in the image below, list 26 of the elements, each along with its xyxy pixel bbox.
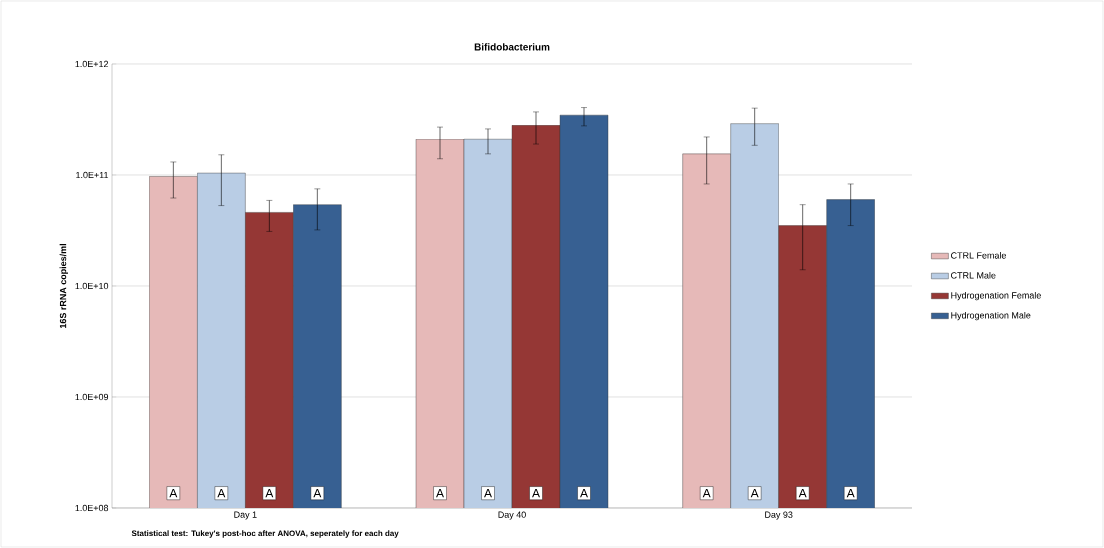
legend-label: Hydrogenation Male	[951, 311, 1031, 321]
y-tick-label: 1.0E+10	[75, 282, 109, 290]
data-label: A	[169, 489, 178, 498]
data-label: A	[313, 489, 322, 498]
data-label: A	[750, 489, 759, 498]
data-label: A	[532, 489, 540, 498]
y-axis-title: 16S rRNA copies/ml	[59, 244, 68, 329]
y-tick-label: 1.0E+12	[75, 60, 109, 68]
data-label: A	[436, 489, 444, 498]
data-label: A	[265, 489, 274, 498]
data-label: A	[217, 489, 226, 498]
y-tick-label: 1.0E+11	[76, 171, 109, 179]
data-label: A	[798, 489, 807, 498]
y-tick-label: 1.0E+09	[75, 393, 109, 401]
data-label: A	[580, 489, 588, 498]
x-tick-label: Day 1	[234, 511, 257, 520]
x-tick-label: Day 40	[498, 511, 526, 520]
y-tick-label: 1.0E+08	[75, 504, 109, 512]
legend-label: Hydrogenation Female	[951, 291, 1041, 301]
data-label: A	[702, 489, 711, 498]
x-tick-label: Day 93	[765, 511, 793, 520]
legend-label: CTRL Male	[951, 272, 996, 279]
data-label: A	[484, 489, 492, 498]
chart-title: Bifidobacterium	[474, 43, 550, 51]
data-label: A	[846, 489, 855, 498]
legend-label: CTRL Female	[951, 252, 1006, 259]
